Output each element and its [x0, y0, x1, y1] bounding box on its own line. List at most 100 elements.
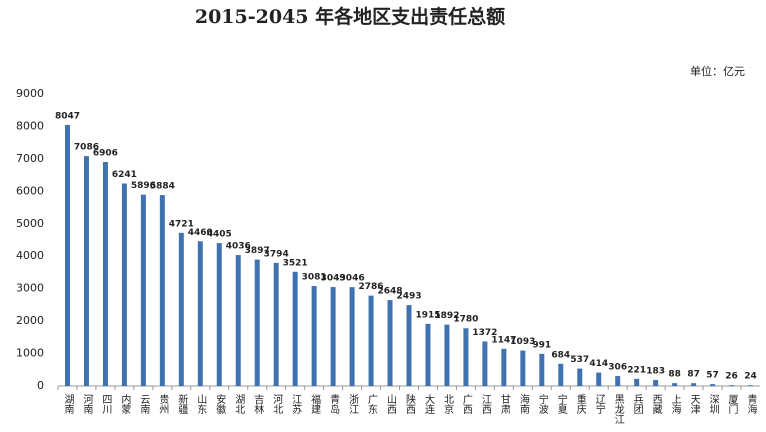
x-tick-label: 江苏 — [290, 394, 302, 415]
value-label: 87 — [687, 370, 700, 380]
bar — [140, 194, 146, 386]
value-label: 3794 — [264, 249, 289, 259]
value-label: 684 — [551, 350, 570, 360]
value-label: 4721 — [169, 219, 194, 229]
bar — [520, 350, 526, 386]
bar — [501, 348, 507, 386]
bar — [691, 383, 697, 386]
y-tick-label: 8000 — [16, 119, 44, 132]
y-tick-label: 0 — [37, 379, 44, 392]
chart-title: 2015-2045 年各地区支出责任总额 — [195, 5, 505, 28]
x-tick-label: 大连 — [422, 393, 434, 415]
value-label: 3081 — [302, 273, 327, 283]
bar — [387, 300, 393, 386]
value-label: 1372 — [472, 328, 497, 338]
bar — [102, 161, 108, 386]
bar — [311, 286, 317, 386]
value-label: 306 — [608, 363, 627, 373]
x-tick-label: 江西 — [479, 394, 491, 414]
x-tick-label: 重庆 — [574, 393, 586, 415]
y-tick-label: 4000 — [16, 249, 44, 262]
x-tick-label: 辽宁 — [593, 394, 605, 414]
value-label: 3521 — [283, 258, 308, 268]
value-label: 1780 — [453, 315, 478, 325]
bar — [64, 124, 70, 386]
value-label: 1093 — [510, 337, 535, 347]
value-label: 3897 — [245, 246, 270, 256]
y-tick-label: 1000 — [16, 347, 44, 360]
value-label: 2786 — [359, 282, 384, 292]
bar — [330, 287, 336, 386]
y-tick-label: 6000 — [16, 184, 44, 197]
x-tick-label: 宁波 — [536, 393, 548, 415]
x-tick-label: 湖北 — [233, 394, 245, 414]
x-tick-label: 广西 — [460, 394, 472, 414]
value-label: 537 — [570, 355, 589, 365]
x-tick-label: 兵团 — [631, 393, 643, 415]
x-tick-label: 青岛 — [328, 393, 340, 415]
x-tick-label: 甘肃 — [498, 393, 510, 415]
y-tick-label: 9000 — [16, 87, 44, 100]
value-label: 57 — [706, 371, 719, 381]
value-label: 6906 — [93, 148, 118, 158]
bar — [615, 376, 621, 386]
x-tick-label: 宁夏 — [555, 393, 567, 414]
x-tick-label: 山西 — [385, 394, 397, 414]
x-tick-label: 福建 — [309, 393, 321, 414]
bar — [710, 384, 716, 386]
x-tick-label: 河南 — [81, 394, 93, 414]
value-label: 2493 — [396, 292, 421, 302]
y-tick-label: 3000 — [16, 282, 44, 295]
x-tick-label: 浙江 — [347, 394, 359, 414]
x-tick-label: 陕西 — [404, 393, 416, 414]
bar — [406, 305, 412, 386]
bar — [368, 295, 374, 386]
value-label: 3049 — [321, 274, 346, 284]
x-tick-label: 山东 — [195, 394, 207, 414]
value-label: 1915 — [415, 310, 440, 320]
x-tick-label: 青海 — [745, 393, 757, 415]
x-tick-label: 广东 — [366, 394, 378, 414]
x-tick-label: 深圳 — [707, 394, 719, 414]
x-tick-label: 北京 — [441, 394, 453, 415]
bar — [425, 323, 431, 386]
x-tick-label: 内蒙 — [119, 393, 131, 414]
y-tick-label: 7000 — [16, 152, 44, 165]
bar — [672, 383, 678, 386]
x-tick-label: 贵州 — [157, 393, 169, 414]
bar — [463, 328, 469, 386]
bar — [292, 271, 298, 386]
unit-label: 单位：亿元 — [690, 64, 745, 78]
bar — [596, 372, 602, 386]
bar — [197, 241, 203, 386]
bar — [634, 378, 640, 386]
bar — [558, 363, 564, 386]
y-tick-label: 2000 — [16, 314, 44, 327]
y-tick-label: 5000 — [16, 217, 44, 230]
value-label: 183 — [646, 367, 665, 377]
bar — [653, 380, 659, 386]
value-label: 5884 — [150, 182, 175, 192]
bar — [482, 341, 488, 386]
bar — [577, 368, 583, 386]
value-label: 24 — [744, 372, 757, 382]
value-label: 2648 — [377, 287, 402, 297]
value-label: 6241 — [112, 170, 137, 180]
value-label: 8047 — [55, 111, 80, 121]
value-label: 4036 — [226, 242, 251, 252]
bar — [349, 287, 355, 386]
value-label: 1147 — [491, 335, 516, 345]
bar — [273, 262, 279, 386]
bar — [216, 243, 222, 386]
value-label: 991 — [532, 340, 551, 350]
bar — [83, 156, 89, 386]
value-label: 7086 — [74, 143, 99, 153]
x-tick-label: 新疆 — [176, 393, 188, 415]
x-tick-label: 云南 — [138, 394, 150, 414]
value-label: 4460 — [188, 228, 213, 238]
x-tick-label: 海南 — [517, 393, 529, 414]
bar — [748, 385, 754, 386]
bar — [159, 195, 165, 386]
value-label: 414 — [589, 359, 608, 369]
